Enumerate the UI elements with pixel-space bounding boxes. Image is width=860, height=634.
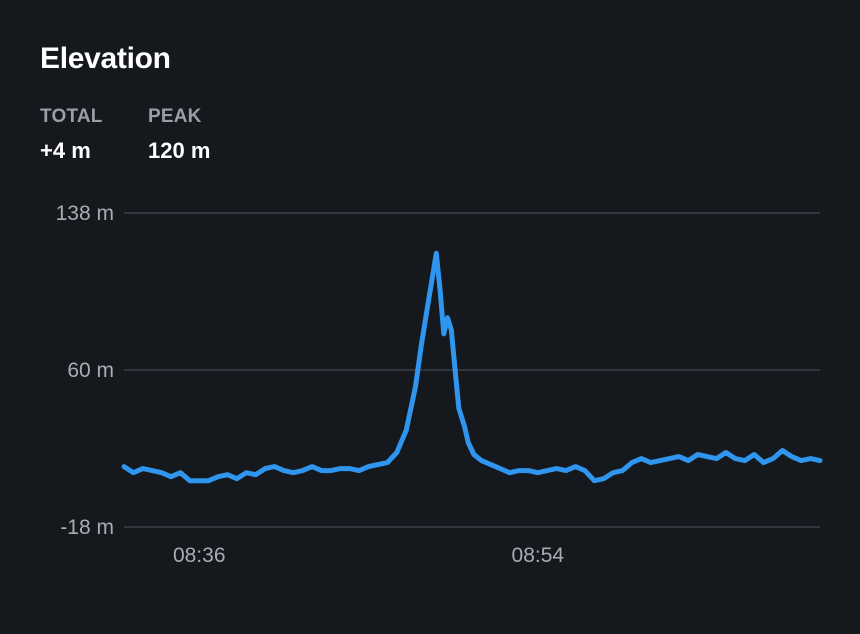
chart-title: Elevation	[40, 42, 171, 75]
stat-total-label: TOTAL	[40, 106, 103, 127]
stat-total: TOTAL +4 m	[40, 106, 103, 164]
series-layer	[121, 250, 823, 484]
grid-lines	[124, 212, 820, 528]
stat-total-value: +4 m	[40, 138, 91, 163]
y-tick-label: 138 m	[56, 202, 114, 225]
y-axis-ticks: 138 m 60 m -18 m	[56, 202, 114, 539]
elevation-series-line	[121, 250, 823, 484]
stat-peak-value: 120 m	[148, 138, 211, 163]
y-tick-label: 60 m	[67, 359, 114, 382]
x-axis-ticks: 08:36 08:54	[173, 544, 564, 567]
stat-peak: PEAK 120 m	[148, 106, 210, 164]
x-tick-label: 08:36	[173, 544, 226, 567]
stat-peak-label: PEAK	[148, 106, 202, 127]
y-tick-label: -18 m	[60, 516, 114, 539]
x-tick-label: 08:54	[512, 544, 565, 567]
